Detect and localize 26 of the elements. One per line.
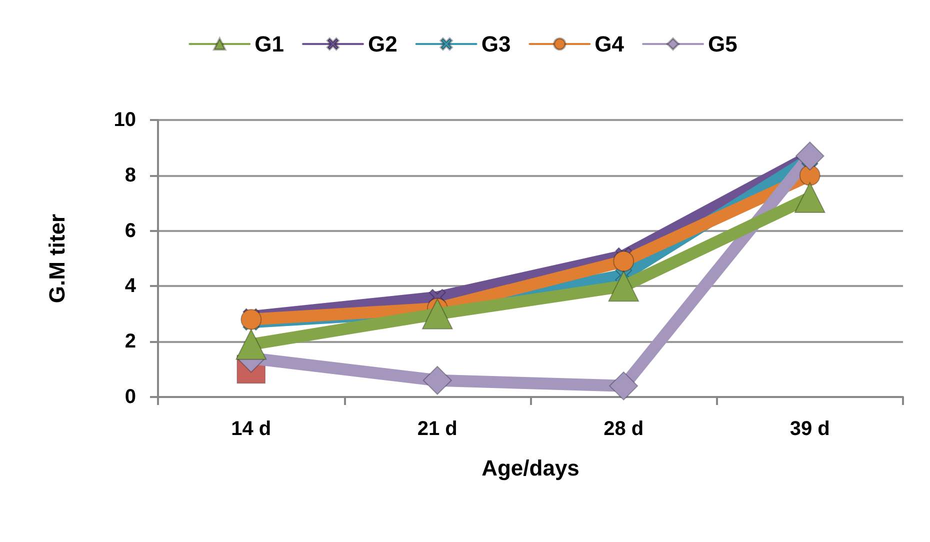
y-axis-title: G.M titer bbox=[44, 213, 70, 304]
x-tick-label: 28 d bbox=[604, 418, 644, 440]
point bbox=[422, 298, 453, 330]
point bbox=[608, 270, 640, 302]
y-tick-label: 4 bbox=[124, 275, 137, 298]
point bbox=[794, 182, 826, 214]
y-tick-label: 2 bbox=[124, 330, 136, 353]
point bbox=[422, 366, 452, 395]
x-tick-label: 39 d bbox=[790, 418, 830, 440]
x-tick-label: 21 d bbox=[417, 418, 458, 440]
legend-label: G3 bbox=[481, 32, 511, 56]
legend-label: G1 bbox=[254, 32, 284, 56]
y-tick-label: 0 bbox=[124, 386, 136, 408]
y-tick-label: 6 bbox=[124, 220, 136, 242]
point bbox=[795, 142, 824, 171]
legend-label: G2 bbox=[368, 32, 398, 56]
point bbox=[609, 371, 638, 400]
y-tick-label: 10 bbox=[114, 109, 136, 131]
legend-label: G4 bbox=[594, 32, 625, 56]
legend-label: G5 bbox=[708, 32, 738, 56]
y-tick-label: 8 bbox=[124, 164, 136, 186]
x-axis-title: Age/days bbox=[482, 456, 580, 480]
point bbox=[240, 308, 262, 330]
x-tick-label: 14 d bbox=[231, 418, 272, 440]
point bbox=[613, 250, 634, 272]
point bbox=[236, 328, 267, 360]
